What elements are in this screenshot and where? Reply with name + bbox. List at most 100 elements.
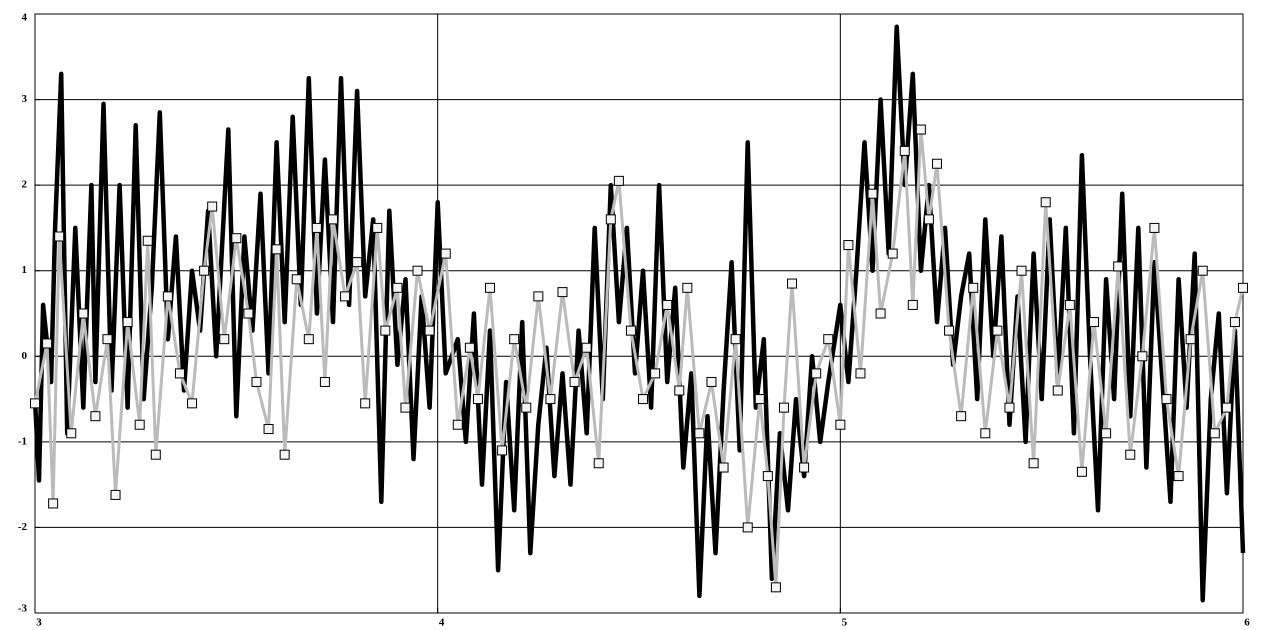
point-marker bbox=[980, 428, 991, 439]
point-marker bbox=[907, 299, 918, 310]
point-marker bbox=[1173, 471, 1184, 482]
point-marker bbox=[452, 419, 463, 430]
point-marker bbox=[1076, 466, 1087, 477]
point-marker bbox=[142, 235, 153, 246]
point-marker bbox=[472, 394, 483, 405]
point-marker bbox=[187, 398, 198, 409]
point-marker bbox=[787, 278, 798, 289]
point-marker bbox=[662, 299, 673, 310]
point-marker bbox=[102, 334, 113, 345]
point-marker bbox=[887, 248, 898, 259]
point-marker bbox=[122, 317, 133, 328]
point-marker bbox=[1016, 265, 1027, 276]
point-marker bbox=[509, 334, 520, 345]
point-marker bbox=[674, 385, 685, 396]
point-marker bbox=[464, 342, 475, 353]
point-marker bbox=[778, 402, 789, 413]
point-marker bbox=[134, 419, 145, 430]
point-marker bbox=[251, 376, 262, 387]
point-marker bbox=[271, 244, 282, 255]
point-marker bbox=[770, 582, 781, 593]
point-marker bbox=[706, 376, 717, 387]
point-marker bbox=[956, 411, 967, 422]
point-marker bbox=[569, 376, 580, 387]
point-marker bbox=[162, 291, 173, 302]
point-marker bbox=[42, 338, 53, 349]
point-marker bbox=[279, 449, 290, 460]
point-marker bbox=[207, 201, 218, 212]
point-marker bbox=[694, 428, 705, 439]
point-marker bbox=[1137, 351, 1148, 362]
point-marker bbox=[521, 402, 532, 413]
y-tick-label: 4 bbox=[22, 12, 28, 24]
point-marker bbox=[1221, 402, 1232, 413]
point-marker bbox=[231, 233, 242, 244]
point-marker bbox=[1113, 261, 1124, 272]
point-marker bbox=[291, 274, 302, 285]
point-marker bbox=[1004, 402, 1015, 413]
point-marker bbox=[1209, 428, 1220, 439]
point-marker bbox=[243, 308, 254, 319]
x-tick-label: 4 bbox=[439, 617, 445, 629]
point-marker bbox=[1052, 385, 1063, 396]
point-marker bbox=[605, 214, 616, 225]
point-marker bbox=[875, 308, 886, 319]
point-marker bbox=[835, 419, 846, 430]
y-tick-label: -2 bbox=[18, 521, 28, 533]
y-tick-label: -1 bbox=[18, 435, 27, 447]
point-marker bbox=[682, 282, 693, 293]
x-tick-label: 5 bbox=[842, 617, 848, 629]
point-marker bbox=[718, 462, 729, 473]
point-marker bbox=[1040, 197, 1051, 208]
point-marker bbox=[581, 342, 592, 353]
point-marker bbox=[440, 248, 451, 259]
point-marker bbox=[263, 424, 274, 435]
point-marker bbox=[944, 325, 955, 336]
point-marker bbox=[823, 334, 834, 345]
point-marker bbox=[48, 498, 59, 509]
point-marker bbox=[319, 376, 330, 387]
point-marker bbox=[400, 402, 411, 413]
point-marker bbox=[327, 214, 338, 225]
point-marker bbox=[352, 257, 363, 268]
y-tick-label: 3 bbox=[22, 93, 28, 105]
point-marker bbox=[968, 282, 979, 293]
point-marker bbox=[650, 368, 661, 379]
point-marker bbox=[557, 287, 568, 298]
point-marker bbox=[1149, 222, 1160, 233]
point-marker bbox=[150, 449, 161, 460]
point-marker bbox=[1185, 334, 1196, 345]
point-marker bbox=[412, 265, 423, 276]
point-marker bbox=[992, 325, 1003, 336]
x-tick-label: 3 bbox=[36, 617, 42, 629]
point-marker bbox=[360, 398, 371, 409]
point-marker bbox=[811, 368, 822, 379]
point-marker bbox=[485, 282, 496, 293]
point-marker bbox=[915, 124, 926, 135]
y-tick-label: -3 bbox=[18, 603, 28, 615]
point-marker bbox=[533, 291, 544, 302]
point-marker bbox=[497, 445, 508, 456]
x-tick-label: 6 bbox=[1244, 617, 1250, 629]
point-marker bbox=[843, 240, 854, 251]
point-marker bbox=[54, 231, 65, 242]
point-marker bbox=[392, 282, 403, 293]
point-marker bbox=[90, 411, 101, 422]
series-line bbox=[32, 24, 1246, 603]
point-marker bbox=[311, 222, 322, 233]
point-marker bbox=[638, 394, 649, 405]
point-marker bbox=[219, 334, 230, 345]
point-marker bbox=[380, 325, 391, 336]
point-marker bbox=[730, 334, 741, 345]
point-marker bbox=[1101, 428, 1112, 439]
point-marker bbox=[762, 471, 773, 482]
point-marker bbox=[1229, 317, 1240, 328]
y-tick-label: 2 bbox=[22, 179, 28, 191]
point-marker bbox=[303, 334, 314, 345]
point-marker bbox=[174, 368, 185, 379]
point-marker bbox=[424, 325, 435, 336]
point-marker bbox=[799, 462, 810, 473]
y-tick-label: 1 bbox=[22, 264, 28, 276]
y-tick-label: 0 bbox=[22, 350, 28, 362]
